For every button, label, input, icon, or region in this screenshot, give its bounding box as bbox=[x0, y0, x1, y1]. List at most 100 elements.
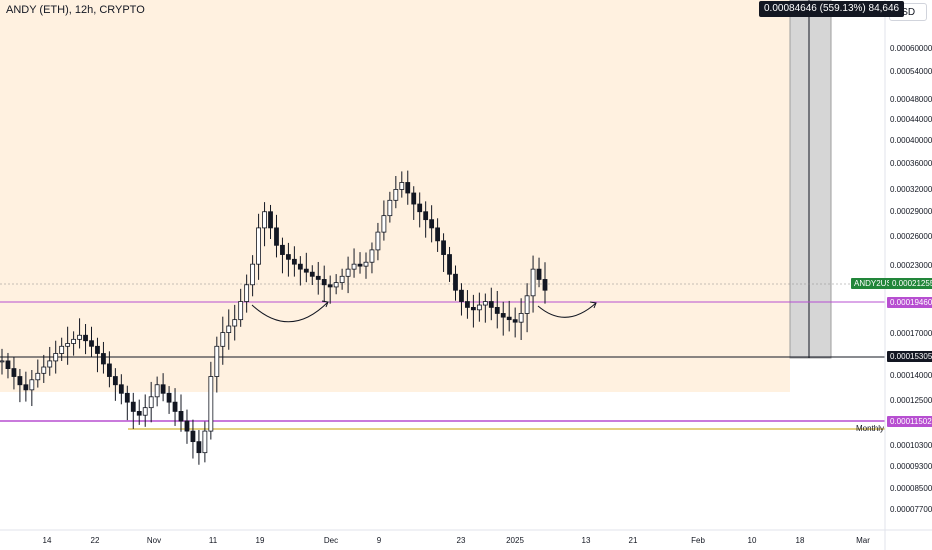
y-tick-label: 0.00007700 bbox=[890, 505, 932, 514]
candle-down bbox=[136, 411, 142, 416]
candle-down bbox=[291, 258, 297, 265]
candle-up bbox=[399, 182, 405, 190]
candle-down bbox=[172, 401, 178, 412]
current-symbol-label: ANDY2USD bbox=[851, 278, 901, 289]
candle-down bbox=[178, 411, 184, 422]
candle-down bbox=[196, 441, 202, 454]
candle-down bbox=[184, 420, 190, 432]
candle-down bbox=[459, 289, 464, 302]
candle-up bbox=[0, 360, 5, 363]
x-tick-label: Dec bbox=[323, 536, 339, 545]
y-tick-label: 0.00044000 bbox=[890, 115, 932, 124]
candle-up bbox=[530, 268, 536, 297]
candle-up bbox=[351, 263, 357, 270]
candle-down bbox=[297, 263, 303, 270]
candle-down bbox=[112, 376, 118, 386]
candle-up bbox=[53, 353, 59, 362]
current-price-label: 0.00021255 bbox=[889, 278, 932, 289]
candle-up bbox=[339, 275, 345, 284]
candle-down bbox=[286, 254, 291, 260]
x-tick-label: Feb bbox=[691, 536, 705, 545]
candle-down bbox=[107, 363, 112, 377]
candle-up bbox=[250, 263, 256, 286]
candle-down bbox=[500, 313, 506, 318]
candle-up bbox=[65, 343, 71, 347]
candle-down bbox=[494, 307, 500, 314]
candle-down bbox=[309, 271, 315, 277]
candle-down bbox=[441, 240, 446, 255]
candle-up bbox=[482, 301, 488, 306]
candle-up bbox=[47, 360, 53, 368]
candle-down bbox=[417, 203, 423, 213]
candle-up bbox=[333, 282, 339, 288]
candle-down bbox=[89, 340, 94, 347]
y-tick-label: 0.00009300 bbox=[890, 462, 932, 471]
candle-up bbox=[208, 376, 214, 432]
x-tick-label: 22 bbox=[90, 536, 100, 545]
x-tick-label: 9 bbox=[376, 536, 382, 545]
candle-up bbox=[262, 211, 267, 229]
candle-up bbox=[232, 319, 238, 327]
candle-up bbox=[476, 304, 482, 311]
x-tick-label: 21 bbox=[628, 536, 638, 545]
y-tick-label: 0.00054000 bbox=[890, 67, 932, 76]
current-symbol-text: ANDY2USD bbox=[854, 279, 898, 288]
level-lower-label: 0.00011502 bbox=[887, 416, 932, 427]
curved-arrow-left bbox=[251, 301, 329, 323]
candle-up bbox=[142, 407, 148, 416]
x-tick-label: 11 bbox=[208, 536, 218, 545]
curved-arrow-right bbox=[537, 302, 597, 318]
candle-down bbox=[506, 316, 512, 321]
candle-up bbox=[41, 366, 47, 374]
candle-up bbox=[202, 430, 208, 454]
x-tick-label: Nov bbox=[146, 536, 162, 545]
candle-down bbox=[5, 360, 11, 369]
candle-down bbox=[166, 392, 172, 403]
y-tick-label: 0.00014000 bbox=[890, 371, 932, 380]
candle-down bbox=[190, 430, 196, 443]
candle-down bbox=[23, 384, 29, 391]
candle-down bbox=[118, 384, 124, 394]
candle-up bbox=[518, 313, 524, 323]
candle-down bbox=[17, 376, 23, 386]
chart-title: ANDY (ETH), 12h, CRYPTO bbox=[6, 4, 145, 16]
candle-up bbox=[29, 379, 35, 391]
candle-down bbox=[536, 268, 542, 280]
candle-up bbox=[375, 231, 381, 251]
candle-down bbox=[303, 268, 309, 273]
candle-up bbox=[244, 284, 250, 302]
candle-up bbox=[363, 261, 369, 267]
candle-up bbox=[345, 268, 351, 277]
candle-up bbox=[148, 396, 154, 409]
candle-up bbox=[154, 384, 160, 398]
candle-up bbox=[256, 227, 261, 265]
candle-down bbox=[512, 319, 518, 323]
candle-down bbox=[470, 307, 476, 311]
monthly-label: Monthly bbox=[856, 424, 885, 433]
x-tick-label: 19 bbox=[255, 536, 265, 545]
candle-up bbox=[387, 199, 393, 217]
candle-down bbox=[321, 279, 327, 286]
candle-up bbox=[369, 249, 375, 263]
y-tick-label: 0.00060000 bbox=[890, 44, 932, 53]
candle-up bbox=[524, 295, 530, 314]
candle-up bbox=[220, 332, 226, 347]
candle-up bbox=[238, 301, 244, 321]
curved-arrow-right-head bbox=[589, 301, 597, 309]
candle-up bbox=[226, 325, 232, 333]
candle-up bbox=[71, 338, 77, 344]
y-tick-label: 0.00023000 bbox=[890, 261, 932, 270]
y-tick-label: 0.00040000 bbox=[890, 136, 932, 145]
y-tick-label: 0.00026000 bbox=[890, 232, 932, 241]
x-tick-label: Mar bbox=[856, 536, 870, 545]
candle-down bbox=[95, 345, 100, 354]
candle-down bbox=[83, 334, 88, 342]
level-upper-label: 0.00019460 bbox=[887, 297, 932, 308]
candle-down bbox=[280, 244, 285, 255]
candle-down bbox=[315, 275, 321, 280]
y-tick-label: 0.00012500 bbox=[890, 396, 932, 405]
candle-up bbox=[35, 372, 41, 381]
candle-up bbox=[77, 334, 82, 340]
x-tick-label: 13 bbox=[581, 536, 591, 545]
